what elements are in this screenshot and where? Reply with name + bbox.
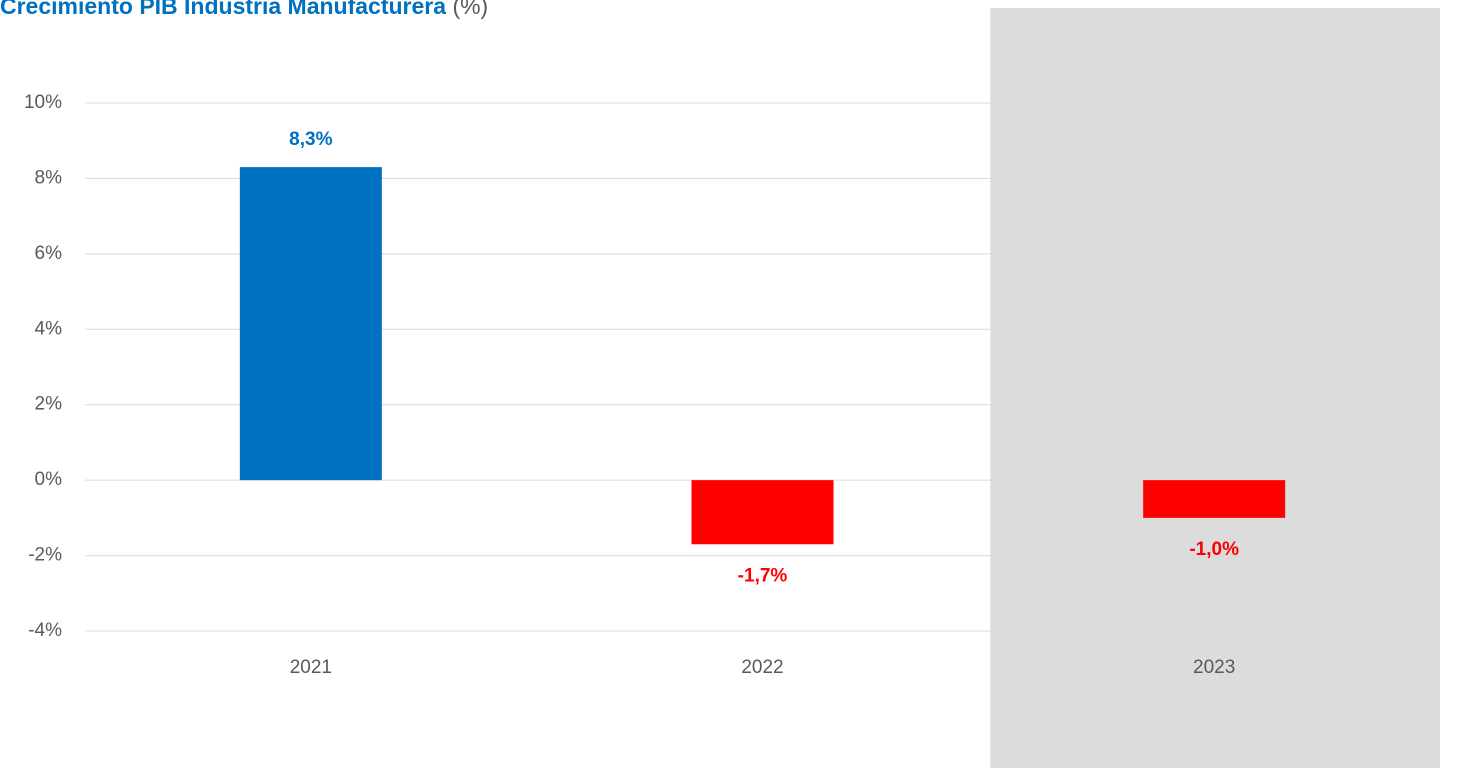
y-tick-label: 2% [35,394,63,415]
data-label: -1,7% [738,565,788,586]
data-label: -1,0% [1189,539,1239,560]
y-tick-label: 4% [35,318,63,339]
data-label: 8,3% [289,129,332,150]
y-tick-label: 8% [35,167,63,188]
bar [239,167,382,481]
forecast-shade [990,8,1440,768]
y-tick-label: -4% [28,620,62,641]
bar [1143,480,1286,518]
y-tick-label: 6% [35,243,63,264]
title-unit: (%) [452,0,488,19]
y-tick-label: 10% [24,92,62,113]
shade-layer [990,8,1440,768]
x-tick-label: 2022 [741,657,783,678]
y-tick-label: -2% [28,545,62,566]
x-tick-label: 2021 [290,657,332,678]
bar [691,480,834,545]
x-tick-label: 2023 [1193,657,1235,678]
y-tick-label: 0% [35,469,63,490]
chart-title: Crecimiento PIB Industria Manufacturera … [0,0,488,19]
title-main: Crecimiento PIB Industria Manufacturera [0,0,446,19]
